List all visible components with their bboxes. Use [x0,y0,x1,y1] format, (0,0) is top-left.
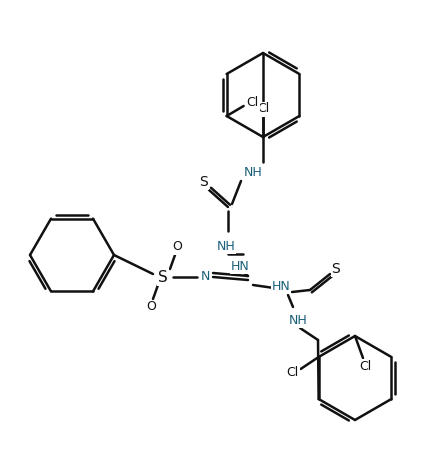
Text: Cl: Cl [359,359,371,373]
Text: S: S [158,269,168,285]
Text: NH: NH [244,166,262,178]
Text: NH: NH [289,314,307,327]
Text: Cl: Cl [286,367,299,379]
Text: Cl: Cl [246,97,259,109]
Text: O: O [172,240,182,254]
Text: HN: HN [272,279,290,292]
Text: HN: HN [230,259,249,272]
Text: NH: NH [217,239,235,252]
Text: N: N [200,270,210,284]
Text: S: S [332,262,341,276]
Text: S: S [200,175,209,189]
Text: Cl: Cl [257,102,269,116]
Text: O: O [146,300,156,314]
